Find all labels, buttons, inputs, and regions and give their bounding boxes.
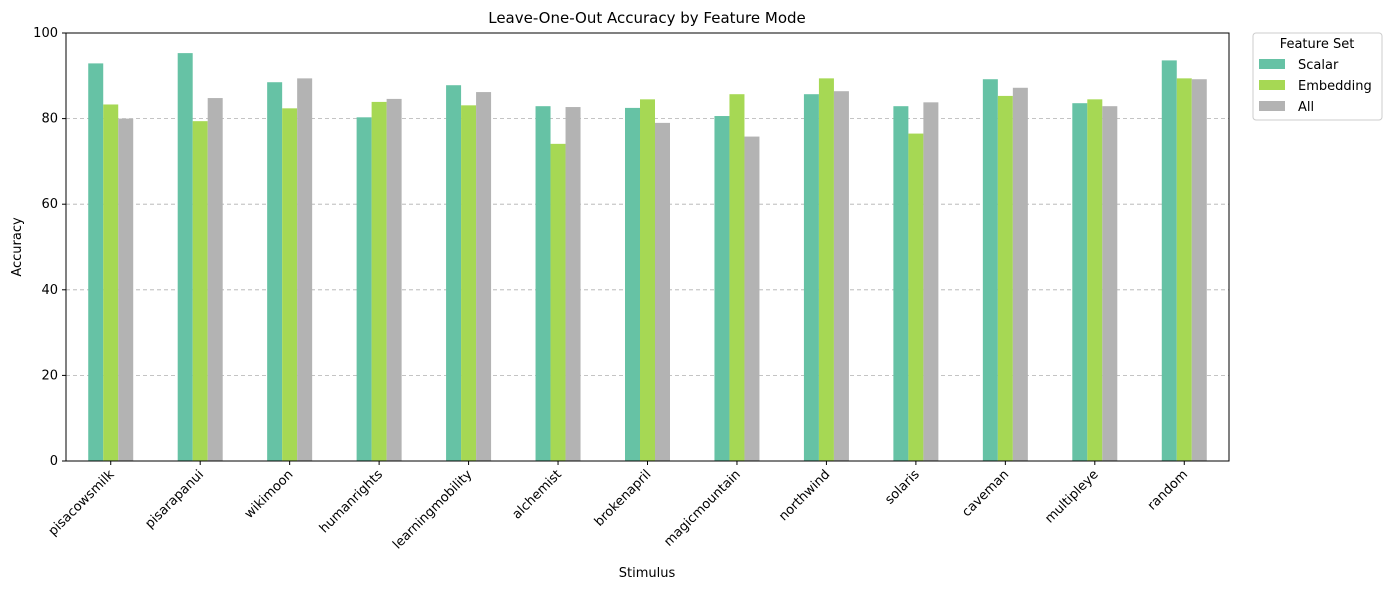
bar: [744, 136, 760, 462]
bar: [118, 118, 134, 461]
bar: [535, 106, 551, 462]
y-tick-label: 0: [50, 454, 58, 469]
bar: [803, 94, 819, 461]
bar: [282, 108, 298, 461]
x-axis-label: Stimulus: [619, 566, 676, 581]
bar: [1161, 60, 1177, 461]
x-tick-label: wikimoon: [242, 467, 297, 522]
bar: [207, 98, 223, 461]
y-tick-label: 60: [41, 197, 58, 212]
y-axis: 0 20 40 60 80 100: [33, 26, 66, 469]
bar: [982, 79, 998, 461]
bar: [1102, 106, 1118, 462]
legend-label-embedding: Embedding: [1298, 79, 1372, 94]
bar: [625, 107, 640, 462]
bar: [267, 82, 283, 461]
legend-swatch-scalar: [1259, 59, 1285, 69]
bar: [714, 116, 730, 462]
legend: Feature Set Scalar Embedding All: [1252, 32, 1383, 121]
bar: [655, 122, 670, 461]
bar: [1191, 79, 1207, 461]
bar: [386, 98, 402, 462]
bar: [729, 94, 745, 461]
y-tick-label: 80: [41, 112, 58, 127]
x-tick-label: brokenapril: [592, 467, 654, 529]
bar: [893, 106, 909, 462]
legend-swatch-all: [1259, 101, 1285, 111]
bar: [833, 91, 849, 461]
bars: [88, 53, 1207, 462]
y-tick-label: 20: [41, 368, 58, 383]
bar: [997, 95, 1013, 461]
bar: [1176, 78, 1192, 462]
x-tick-label: pisarapanui: [143, 467, 208, 532]
x-tick-label: caveman: [959, 467, 1012, 520]
legend-label-scalar: Scalar: [1298, 58, 1339, 73]
legend-title: Feature Set: [1280, 37, 1355, 52]
legend-swatch-embedding: [1259, 80, 1285, 90]
x-tick-label: alchemist: [510, 467, 565, 522]
x-tick-label: pisacowsmilk: [46, 467, 118, 539]
bar: [550, 143, 566, 462]
x-axis: pisacowsmilk pisarapanui wikimoon humanrigh…: [46, 461, 1191, 552]
x-tick-label: solaris: [882, 467, 922, 507]
x-tick-label: random: [1145, 467, 1191, 513]
legend-label-all: All: [1298, 100, 1314, 115]
bar: [1012, 87, 1028, 461]
bar: [356, 117, 372, 461]
bar: [476, 92, 492, 462]
bar: [565, 107, 581, 461]
series-embedding: [103, 78, 1192, 462]
y-axis-label: Accuracy: [10, 217, 25, 277]
x-tick-label: multipleye: [1042, 467, 1101, 526]
series-all: [118, 78, 1207, 462]
bar: [103, 104, 119, 461]
bar: [1072, 103, 1088, 461]
bar: [1087, 99, 1103, 461]
bar: [371, 101, 387, 462]
chart-title: Leave-One-Out Accuracy by Feature Mode: [488, 9, 806, 27]
series-scalar: [88, 53, 1177, 462]
y-tick-label: 40: [41, 283, 58, 298]
bar: [923, 102, 939, 461]
bar: [461, 105, 477, 461]
bar: [640, 99, 655, 461]
bar: [88, 63, 104, 461]
bar: [192, 121, 208, 461]
bar: [908, 133, 924, 461]
bar: [177, 53, 193, 462]
bar: [297, 78, 313, 462]
x-tick-label: northwind: [776, 467, 833, 524]
x-tick-label: magicmountain: [661, 467, 743, 549]
bar: [446, 85, 462, 461]
bar: [818, 78, 834, 462]
x-tick-label: learningmobility: [390, 467, 475, 552]
y-tick-label: 100: [33, 26, 58, 41]
legend-frame: [1252, 32, 1383, 121]
x-tick-label: humanrights: [317, 467, 386, 536]
